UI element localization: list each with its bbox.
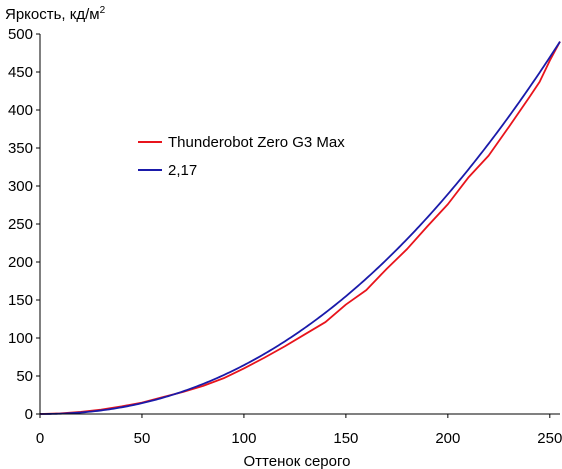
series-line-gamma	[40, 41, 561, 415]
y-tick-label: 500	[8, 26, 33, 43]
x-axis-label: Оттенок серого	[244, 453, 351, 469]
legend: Thunderobot Zero G3 Max 2,17	[138, 134, 345, 179]
legend-label: Thunderobot Zero G3 Max	[168, 134, 345, 151]
y-axis-ticks: 0 50 100 150 200 250 300 350 400 450 500	[8, 26, 40, 423]
y-tick-label: 50	[16, 368, 33, 385]
y-tick-label: 350	[8, 140, 33, 157]
y-tick-label: 0	[25, 406, 33, 423]
series-layer	[39, 41, 561, 415]
y-tick-label: 300	[8, 178, 33, 195]
y-tick-label: 150	[8, 292, 33, 309]
x-tick-label: 150	[333, 430, 358, 447]
x-tick-label: 0	[36, 430, 44, 447]
x-tick-label: 250	[537, 430, 562, 447]
series-line-measured	[39, 41, 561, 415]
y-tick-label: 400	[8, 102, 33, 119]
y-axis-label: Яркость, кд/м2	[5, 5, 106, 23]
legend-label: 2,17	[168, 162, 197, 179]
y-tick-label: 250	[8, 216, 33, 233]
x-tick-label: 50	[134, 430, 151, 447]
y-axis-label-superscript: 2	[100, 5, 106, 16]
x-tick-label: 100	[231, 430, 256, 447]
y-tick-label: 200	[8, 254, 33, 271]
x-tick-label: 200	[435, 430, 460, 447]
y-axis-label-text: Яркость, кд/м	[5, 6, 100, 23]
x-axis-ticks: 0 50 100 150 200 250	[36, 414, 562, 447]
y-tick-label: 450	[8, 64, 33, 81]
y-tick-label: 100	[8, 330, 33, 347]
